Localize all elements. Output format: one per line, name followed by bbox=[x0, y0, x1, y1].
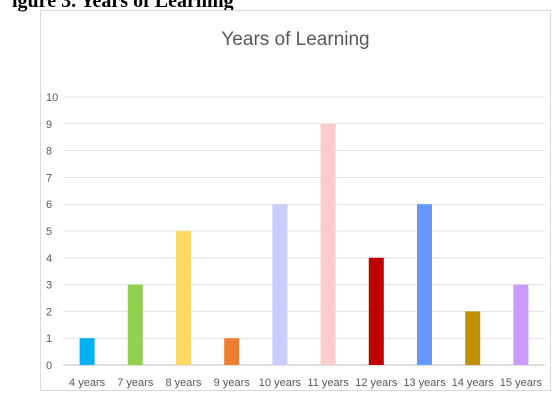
bar-chart: 0 1 2 3 4 5 6 7 8 9 10 4 years 7 years 8 years 9 year… bbox=[46, 92, 545, 389]
figure-caption: igure 3. Years of Learning bbox=[12, 0, 234, 12]
x-axis-tick-labels: 4 years 7 years 8 years 9 years 10 years 11 y… bbox=[69, 377, 542, 389]
x-tick-label: 11 years bbox=[307, 377, 349, 389]
y-tick-label: 6 bbox=[46, 199, 52, 211]
bar-10-years bbox=[272, 204, 288, 365]
y-tick-label: 0 bbox=[46, 360, 52, 372]
y-tick-label: 8 bbox=[46, 146, 52, 158]
x-tick-label: 15 years bbox=[500, 377, 543, 389]
bar-13-years bbox=[417, 204, 432, 365]
x-tick-label: 9 years bbox=[214, 377, 251, 389]
x-tick-label: 10 years bbox=[259, 377, 302, 389]
bar-12-years bbox=[368, 257, 384, 365]
bar-9-years bbox=[224, 338, 240, 365]
y-axis-tick-labels: 0 1 2 3 4 5 6 7 8 9 10 bbox=[46, 92, 58, 372]
bar-8-years bbox=[176, 231, 191, 365]
bar-7-years bbox=[127, 284, 143, 365]
y-tick-label: 5 bbox=[46, 226, 52, 238]
x-tick-label: 7 years bbox=[117, 377, 154, 389]
y-tick-label: 2 bbox=[46, 306, 52, 318]
bars bbox=[79, 123, 529, 365]
y-tick-label: 3 bbox=[46, 280, 52, 292]
chart-area: Years of Learning 0 1 2 3 4 5 6 7 8 9 10 4 years 7 … bbox=[40, 10, 551, 391]
y-tick-label: 7 bbox=[46, 172, 52, 184]
y-tick-label: 4 bbox=[46, 253, 52, 265]
y-tick-label: 9 bbox=[46, 119, 52, 131]
x-tick-label: 12 years bbox=[355, 377, 398, 389]
x-tick-label: 4 years bbox=[69, 377, 106, 389]
x-tick-label: 13 years bbox=[403, 377, 446, 389]
bar-11-years bbox=[320, 123, 336, 365]
gridlines bbox=[63, 96, 545, 366]
x-tick-label: 8 years bbox=[165, 377, 202, 389]
chart-title: Years of Learning bbox=[221, 29, 370, 50]
y-tick-label: 10 bbox=[46, 92, 58, 104]
bar-14-years bbox=[465, 311, 481, 365]
y-tick-label: 1 bbox=[46, 333, 52, 345]
bar-15-years bbox=[513, 284, 529, 365]
x-tick-label: 14 years bbox=[452, 377, 495, 389]
bar-4-years bbox=[79, 338, 95, 365]
